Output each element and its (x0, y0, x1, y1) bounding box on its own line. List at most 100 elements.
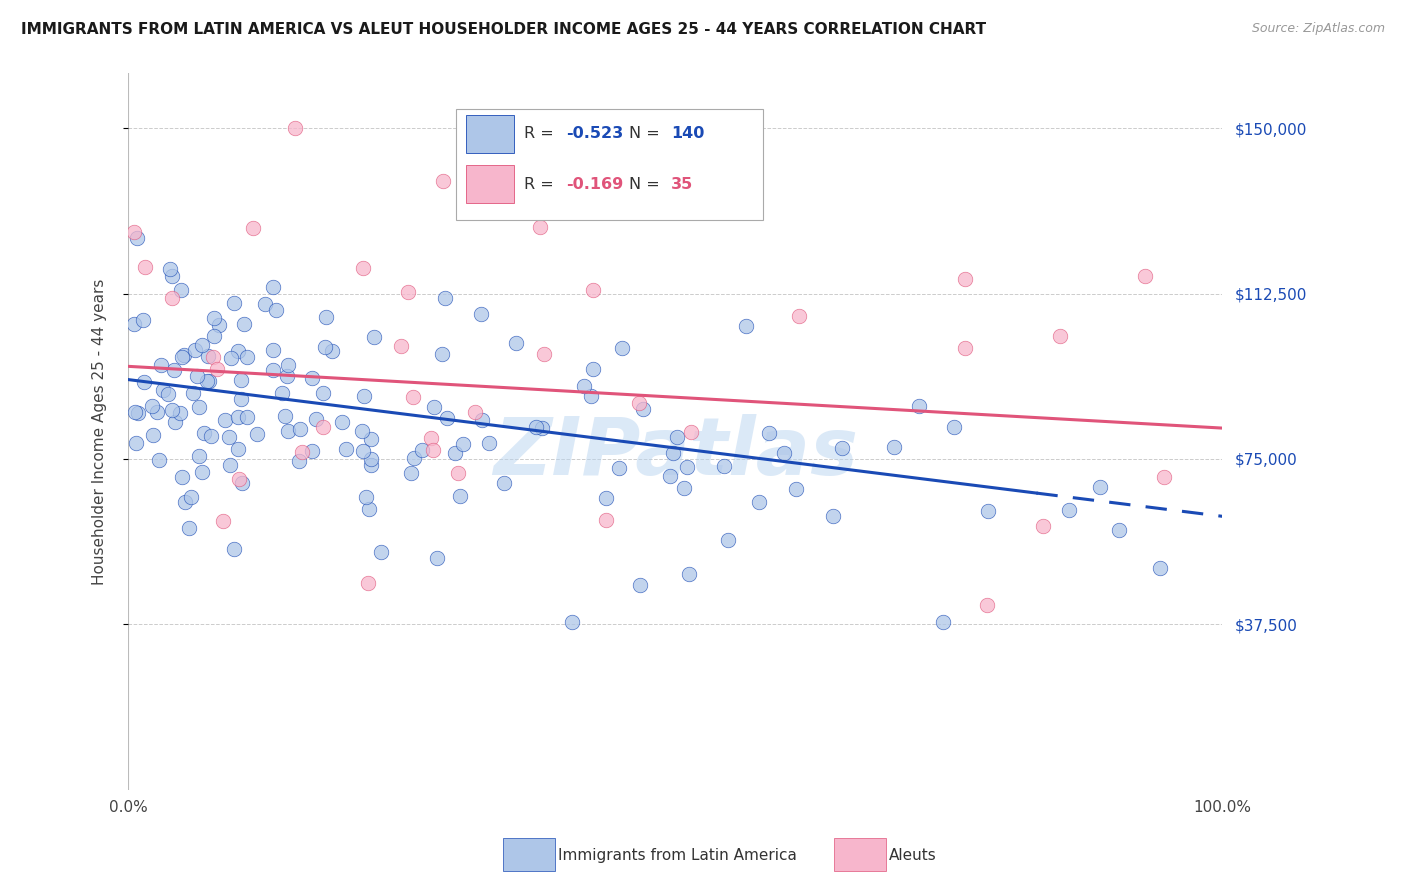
Point (301, 371, 323, 385)
Point (228, 472, 250, 486)
Point (356, 490, 378, 504)
Point (785, 482, 807, 496)
Point (330, 415, 353, 429)
Point (214, 413, 236, 427)
Point (160, 268, 183, 283)
Point (631, 402, 654, 417)
Point (305, 412, 328, 426)
Point (370, 545, 392, 559)
Point (152, 383, 174, 397)
Point (200, 429, 222, 443)
Text: ZIPatlas: ZIPatlas (494, 414, 858, 491)
Text: N =: N = (630, 127, 665, 142)
Point (679, 425, 702, 439)
Point (953, 341, 976, 355)
Point (451, 437, 474, 451)
Point (262, 343, 284, 358)
Point (399, 466, 422, 480)
Point (464, 405, 486, 419)
Point (291, 445, 314, 459)
Point (350, 424, 373, 438)
Point (188, 400, 211, 414)
Point (976, 598, 998, 612)
Point (942, 419, 965, 434)
Point (314, 341, 336, 355)
Text: 140: 140 (671, 127, 704, 142)
Point (582, 284, 605, 298)
Point (1149, 560, 1171, 574)
Point (1057, 503, 1080, 517)
Point (169, 406, 191, 420)
Point (627, 396, 650, 410)
Point (208, 318, 231, 332)
Point (236, 409, 259, 424)
Point (191, 338, 214, 352)
Point (277, 424, 299, 438)
Point (579, 389, 602, 403)
Point (530, 421, 553, 435)
Point (1153, 470, 1175, 484)
Point (141, 399, 163, 413)
Point (526, 419, 548, 434)
Point (883, 440, 905, 454)
Point (430, 347, 453, 361)
Text: Source: ZipAtlas.com: Source: ZipAtlas.com (1251, 22, 1385, 36)
Point (229, 392, 252, 406)
Point (134, 375, 156, 389)
Point (222, 542, 245, 557)
Point (242, 220, 264, 235)
Point (246, 427, 269, 442)
Point (607, 460, 630, 475)
Point (1133, 268, 1156, 283)
Point (146, 405, 169, 419)
Point (396, 285, 419, 299)
Point (402, 390, 425, 404)
Point (411, 442, 433, 457)
Point (219, 351, 242, 366)
Point (170, 470, 193, 484)
Point (125, 435, 148, 450)
Point (449, 489, 471, 503)
Point (284, 121, 307, 136)
Point (436, 411, 458, 425)
Point (160, 291, 183, 305)
Point (748, 495, 770, 509)
Point (315, 310, 337, 325)
Point (173, 494, 195, 508)
Text: N =: N = (630, 177, 665, 192)
Point (444, 446, 467, 460)
Point (157, 387, 180, 401)
Point (264, 303, 287, 318)
Point (197, 374, 219, 388)
Point (190, 465, 212, 479)
Point (1088, 479, 1111, 493)
Point (226, 409, 249, 424)
Point (446, 466, 468, 480)
Point (159, 261, 181, 276)
Point (288, 454, 311, 468)
Point (420, 431, 443, 445)
Point (581, 362, 603, 376)
Point (198, 374, 221, 388)
FancyBboxPatch shape (467, 165, 515, 203)
Point (254, 297, 277, 311)
Point (977, 504, 1000, 518)
Point (163, 415, 186, 429)
Point (353, 388, 375, 402)
Point (352, 260, 374, 275)
Point (122, 225, 145, 239)
Point (125, 231, 148, 245)
Point (290, 422, 312, 436)
Point (218, 430, 240, 444)
Point (402, 450, 425, 465)
Point (187, 450, 209, 464)
Point (124, 405, 146, 419)
Point (321, 344, 343, 359)
Point (389, 339, 412, 353)
Point (932, 615, 955, 630)
Point (173, 348, 195, 362)
Point (148, 453, 170, 467)
Point (363, 329, 385, 343)
Point (357, 502, 380, 516)
Point (202, 328, 225, 343)
